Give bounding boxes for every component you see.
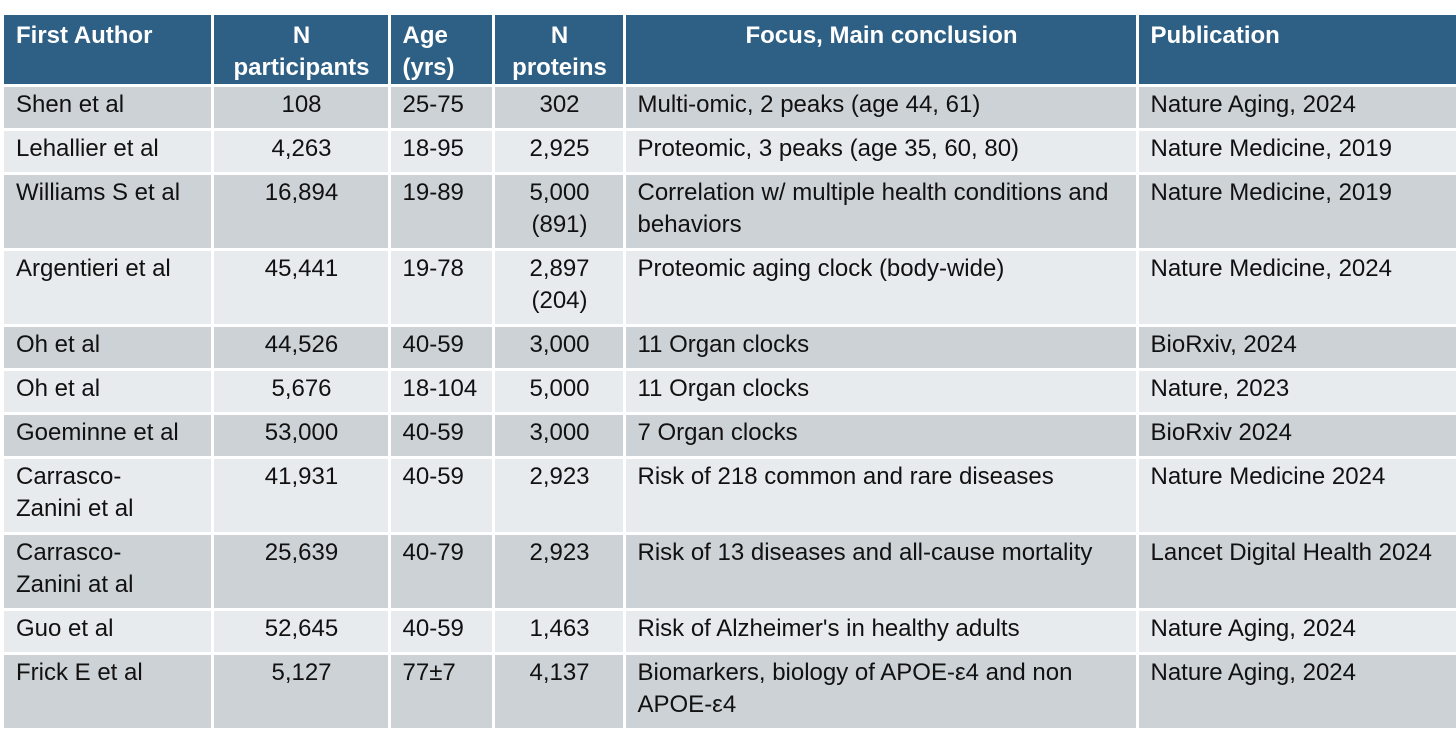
cell-proteins: 2,923 [493, 533, 626, 611]
table-row: Oh et al 44,526 40-59 3,000 11 Organ clo… [4, 325, 1456, 371]
cell-proteins: 2,923 [493, 457, 626, 535]
cell-focus: Correlation w/ multiple health condition… [624, 173, 1139, 251]
cell-publication: Nature, 2023 [1137, 369, 1456, 415]
cell-participants: 5,676 [212, 369, 391, 415]
cell-proteins: 2,897 (204) [493, 249, 626, 327]
cell-proteins: 1,463 [493, 609, 626, 655]
cell-focus: Proteomic, 3 peaks (age 35, 60, 80) [624, 129, 1139, 175]
header-row: First Author N participants Age (yrs) N … [4, 15, 1456, 87]
header-first-author: First Author [4, 15, 214, 87]
table-row: Guo et al 52,645 40-59 1,463 Risk of Alz… [4, 609, 1456, 655]
header-age: Age (yrs) [389, 15, 495, 87]
table-row: Frick E et al 5,127 77±7 4,137 Biomarker… [4, 653, 1456, 731]
cell-age: 40-59 [389, 457, 495, 535]
cell-publication: Nature Medicine, 2019 [1137, 129, 1456, 175]
cell-proteins: 5,000 (891) [493, 173, 626, 251]
cell-author: Carrasco- Zanini et al [4, 457, 214, 535]
cell-author: Oh et al [4, 369, 214, 415]
cell-proteins: 302 [493, 85, 626, 131]
cell-participants: 25,639 [212, 533, 391, 611]
cell-participants: 4,263 [212, 129, 391, 175]
cell-focus: Biomarkers, biology of APOE-ε4 and non A… [624, 653, 1139, 731]
cell-age: 19-89 [389, 173, 495, 251]
header-n-proteins: N proteins [493, 15, 626, 87]
table-row: Goeminne et al 53,000 40-59 3,000 7 Orga… [4, 413, 1456, 459]
cell-publication: Nature Medicine 2024 [1137, 457, 1456, 535]
cell-proteins: 2,925 [493, 129, 626, 175]
cell-author: Goeminne et al [4, 413, 214, 459]
proteomic-aging-studies-table: First Author N participants Age (yrs) N … [4, 15, 1456, 731]
cell-participants: 5,127 [212, 653, 391, 731]
cell-age: 25-75 [389, 85, 495, 131]
table-row: Carrasco- Zanini et al 41,931 40-59 2,92… [4, 457, 1456, 535]
cell-focus: Risk of Alzheimer's in healthy adults [624, 609, 1139, 655]
cell-author: Carrasco- Zanini at al [4, 533, 214, 611]
cell-focus: Proteomic aging clock (body-wide) [624, 249, 1139, 327]
cell-publication: Nature Medicine, 2019 [1137, 173, 1456, 251]
cell-author: Argentieri et al [4, 249, 214, 327]
cell-publication: Nature Aging, 2024 [1137, 653, 1456, 731]
cell-author: Shen et al [4, 85, 214, 131]
cell-participants: 52,645 [212, 609, 391, 655]
cell-participants: 41,931 [212, 457, 391, 535]
cell-author: Williams S et al [4, 173, 214, 251]
cell-publication: Lancet Digital Health 2024 [1137, 533, 1456, 611]
cell-focus: 11 Organ clocks [624, 325, 1139, 371]
cell-author: Oh et al [4, 325, 214, 371]
cell-participants: 16,894 [212, 173, 391, 251]
cell-focus: 11 Organ clocks [624, 369, 1139, 415]
cell-publication: Nature Aging, 2024 [1137, 609, 1456, 655]
cell-age: 40-59 [389, 325, 495, 371]
cell-publication: BioRxiv, 2024 [1137, 325, 1456, 371]
table-row: Shen et al 108 25-75 302 Multi-omic, 2 p… [4, 85, 1456, 131]
header-publication: Publication [1137, 15, 1456, 87]
cell-age: 18-104 [389, 369, 495, 415]
cell-age: 18-95 [389, 129, 495, 175]
cell-age: 40-59 [389, 609, 495, 655]
cell-age: 77±7 [389, 653, 495, 731]
header-n-participants: N participants [212, 15, 391, 87]
cell-publication: Nature Aging, 2024 [1137, 85, 1456, 131]
table-row: Carrasco- Zanini at al 25,639 40-79 2,92… [4, 533, 1456, 611]
table-row: Argentieri et al 45,441 19-78 2,897 (204… [4, 249, 1456, 327]
table-row: Lehallier et al 4,263 18-95 2,925 Proteo… [4, 129, 1456, 175]
cell-focus: Risk of 13 diseases and all-cause mortal… [624, 533, 1139, 611]
cell-proteins: 3,000 [493, 325, 626, 371]
cell-participants: 108 [212, 85, 391, 131]
cell-participants: 44,526 [212, 325, 391, 371]
cell-participants: 53,000 [212, 413, 391, 459]
cell-age: 40-79 [389, 533, 495, 611]
studies-table-container: First Author N participants Age (yrs) N … [4, 15, 1456, 731]
cell-author: Guo et al [4, 609, 214, 655]
cell-publication: BioRxiv 2024 [1137, 413, 1456, 459]
cell-proteins: 3,000 [493, 413, 626, 459]
header-focus: Focus, Main conclusion [624, 15, 1139, 87]
cell-publication: Nature Medicine, 2024 [1137, 249, 1456, 327]
cell-proteins: 4,137 [493, 653, 626, 731]
cell-proteins: 5,000 [493, 369, 626, 415]
cell-focus: Multi-omic, 2 peaks (age 44, 61) [624, 85, 1139, 131]
cell-participants: 45,441 [212, 249, 391, 327]
cell-age: 40-59 [389, 413, 495, 459]
table-row: Williams S et al 16,894 19-89 5,000 (891… [4, 173, 1456, 251]
cell-author: Lehallier et al [4, 129, 214, 175]
cell-author: Frick E et al [4, 653, 214, 731]
cell-focus: Risk of 218 common and rare diseases [624, 457, 1139, 535]
table-row: Oh et al 5,676 18-104 5,000 11 Organ clo… [4, 369, 1456, 415]
cell-focus: 7 Organ clocks [624, 413, 1139, 459]
cell-age: 19-78 [389, 249, 495, 327]
